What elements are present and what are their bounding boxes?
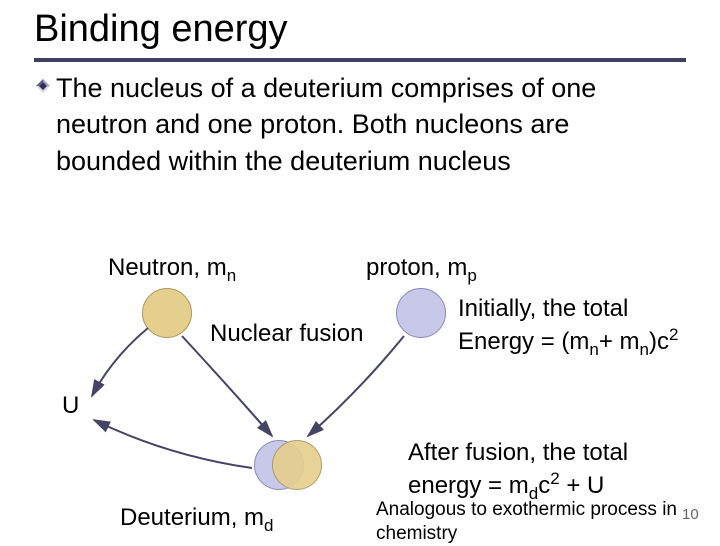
- deuterium-label: Deuterium, md: [120, 504, 274, 536]
- body-paragraph: The nucleus of a deuterium comprises of …: [56, 70, 676, 179]
- bullet-diamond-icon: [36, 79, 50, 93]
- u-label: U: [62, 392, 79, 420]
- title-underline: [34, 58, 686, 62]
- nuclear-fusion-label: Nuclear fusion: [210, 320, 363, 348]
- proton-circle: [396, 288, 446, 338]
- slide-number: 10: [682, 506, 699, 523]
- neutron-circle: [142, 288, 192, 338]
- proton-label: proton, mp: [366, 254, 477, 286]
- deuterium-front-circle: [272, 440, 322, 490]
- initial-energy-text: Initially, the total Energy = (mn+ mn)c2: [458, 294, 678, 360]
- slide-title: Binding energy: [34, 8, 288, 51]
- after-fusion-text: After fusion, the total energy = mdc2 + …: [408, 438, 628, 504]
- neutron-label: Neutron, mn: [108, 254, 236, 286]
- analogous-text: Analogous to exothermic process in chemi…: [376, 498, 677, 546]
